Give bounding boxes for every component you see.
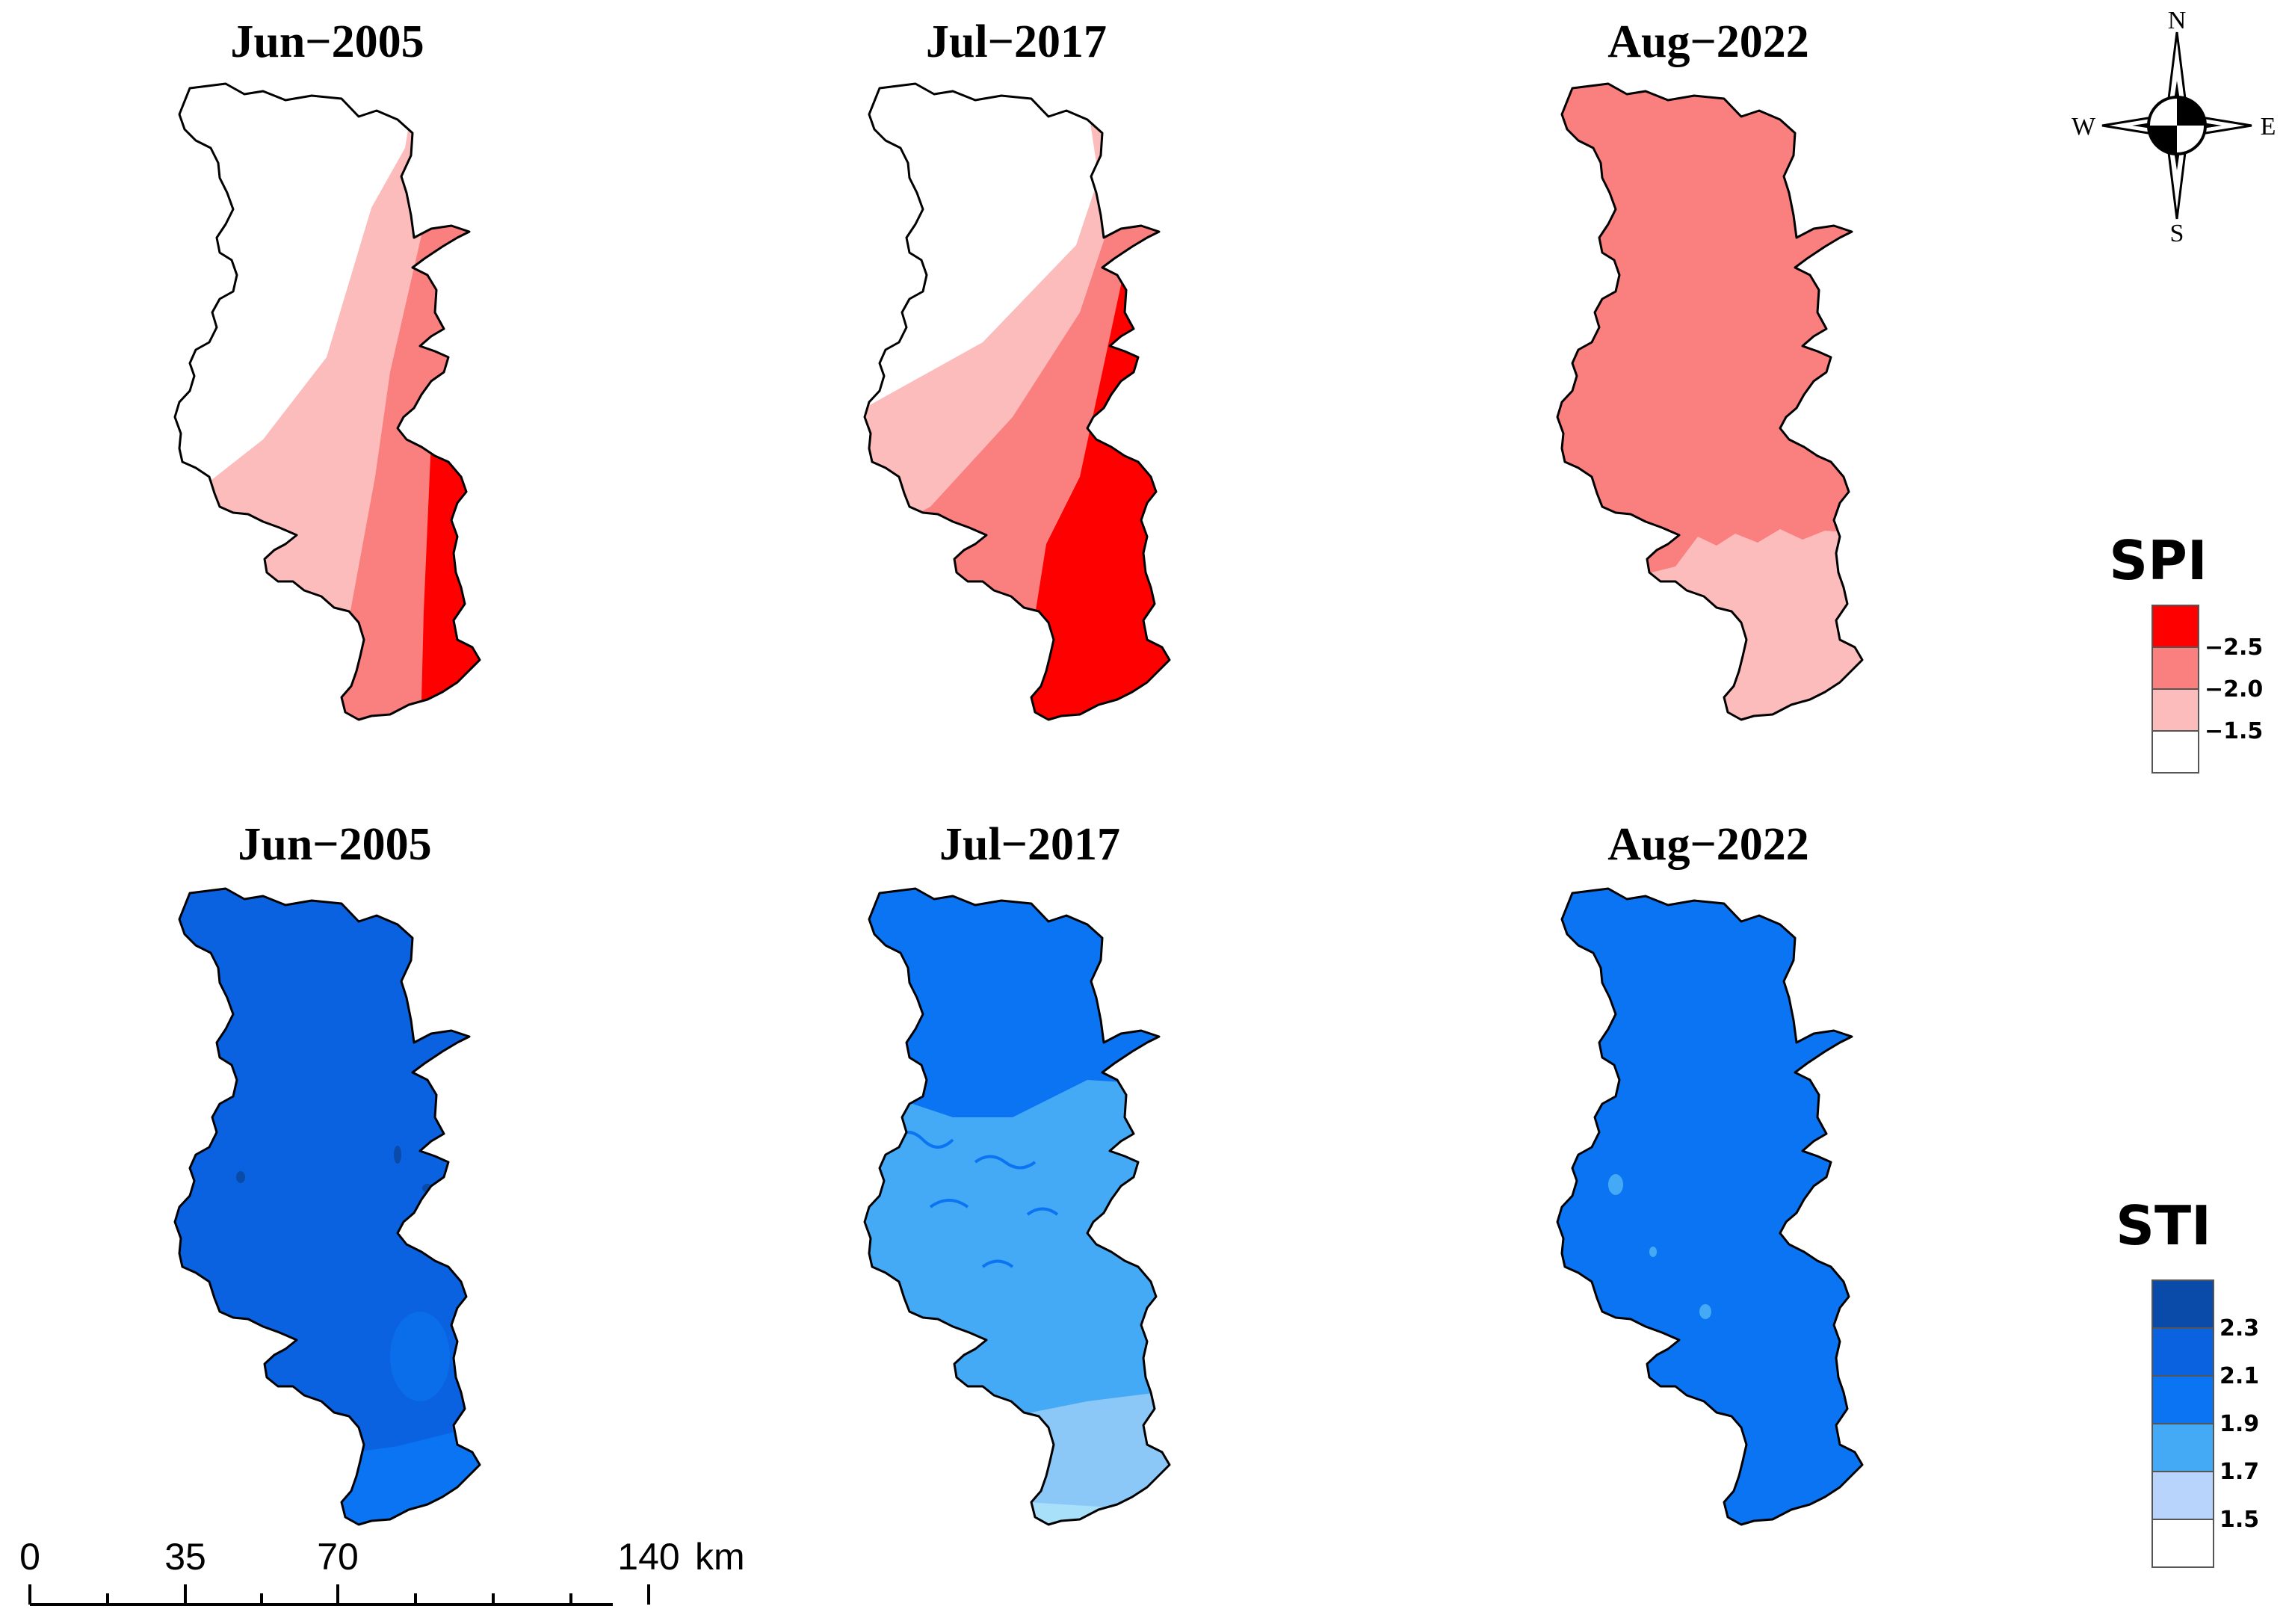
spi-legend-swatch-2: [2151, 688, 2199, 732]
compass-e: E: [2261, 113, 2276, 141]
north-arrow: N S W E: [2072, 7, 2276, 247]
sti-legend: STI 2.3 2.1 1.9 1.7 1.5: [2116, 1194, 2259, 1568]
spi-map-aug-2022: [1556, 82, 1864, 721]
scale-label-0: 0: [19, 1536, 40, 1578]
sti-legend-label-3: 1.7: [2220, 1459, 2259, 1485]
spi-legend-title: SPI: [2109, 529, 2207, 592]
sti-map-aug-2022: [1556, 887, 1864, 1526]
spi-panel-title-jun-2005: Jun−2005: [230, 16, 424, 67]
spi-legend-label-2: −1.5: [2205, 718, 2263, 744]
sti-legend-label-2: 1.9: [2220, 1411, 2259, 1437]
compass-w: W: [2072, 113, 2096, 141]
spi-legend-swatch-3: [2151, 730, 2199, 774]
sti-legend-swatch-0: [2151, 1279, 2214, 1329]
sti-legend-label-1: 2.1: [2220, 1363, 2259, 1389]
spi-legend: SPI −2.5 −2.0 −1.5: [2109, 529, 2263, 774]
scale-bar: 0 35 70 140 km: [19, 1536, 745, 1606]
sti-panel-title-jul-2017: Jul−2017: [939, 819, 1120, 870]
sti-legend-label-0: 2.3: [2220, 1315, 2259, 1342]
sti-map-jul-2017: [863, 887, 1171, 1526]
spi-panel-title-aug-2022: Aug−2022: [1607, 16, 1809, 67]
compass-s: S: [2170, 220, 2184, 247]
spi-legend-label-1: −2.0: [2205, 676, 2263, 703]
spi-legend-swatch-0: [2151, 605, 2199, 648]
spi-legend-swatches: −2.5 −2.0 −1.5: [2151, 605, 2263, 774]
spi-panel-title-jul-2017: Jul−2017: [926, 16, 1107, 67]
sti-legend-swatch-2: [2151, 1375, 2214, 1424]
scale-label-35: 35: [164, 1536, 206, 1578]
sti-legend-swatch-4: [2151, 1471, 2214, 1520]
sti-legend-swatch-3: [2151, 1423, 2214, 1472]
scale-unit: km: [695, 1536, 745, 1578]
scale-label-70: 70: [317, 1536, 359, 1578]
spi-legend-swatch-1: [2151, 646, 2199, 690]
spi-map-jul-2017: [863, 82, 1171, 721]
sti-legend-title: STI: [2116, 1194, 2211, 1257]
spi-map-jun-2005: [173, 82, 481, 721]
sti-legend-swatch-1: [2151, 1327, 2214, 1377]
scale-label-140: 140: [617, 1536, 679, 1578]
sti-legend-swatch-5: [2151, 1519, 2214, 1568]
sti-legend-swatches: 2.3 2.1 1.9 1.7 1.5: [2151, 1279, 2259, 1568]
sti-panel-title-aug-2022: Aug−2022: [1607, 819, 1809, 870]
compass-n: N: [2168, 7, 2187, 34]
sti-panel-title-jun-2005: Jun−2005: [238, 819, 431, 870]
sti-map-jun-2005: [173, 887, 481, 1526]
spi-legend-label-0: −2.5: [2205, 635, 2263, 661]
sti-legend-label-4: 1.5: [2220, 1507, 2259, 1533]
